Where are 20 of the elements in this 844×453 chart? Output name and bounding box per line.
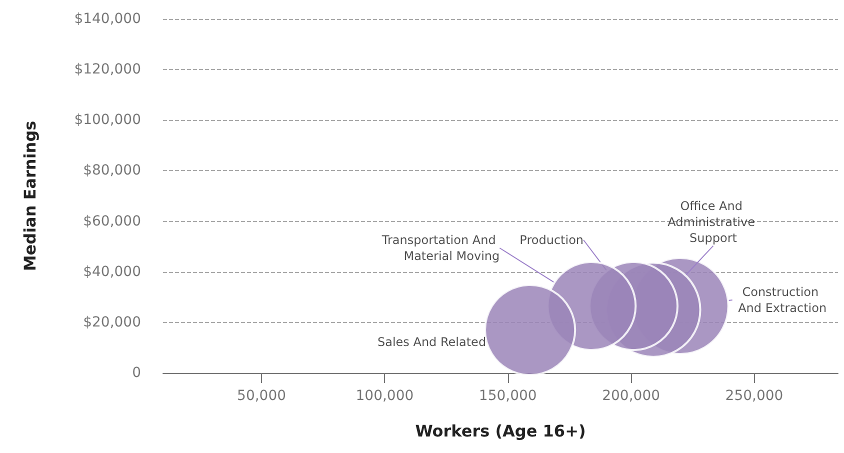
x-tick-label: 150,000 [478,388,537,404]
series-label: Sales And Related [377,335,486,350]
y-tick-label: $60,000 [83,213,141,230]
x-tick-label: 250,000 [725,388,784,404]
x-tick-label: 200,000 [602,388,660,404]
text: Production [520,232,584,247]
x-tick-label: 50,000 [237,388,286,404]
series-label: Construction And Extraction [738,284,827,315]
x-tick-label: 100,000 [356,388,414,404]
y-tick-label: $20,000 [83,314,141,330]
y-tick-label: 0 [132,365,141,381]
y-tick-label: $100,000 [74,112,141,128]
y-tick-label: $120,000 [74,62,141,78]
y-tick-label: $140,000 [74,11,141,27]
y-tick-label: $40,000 [83,264,141,280]
y-axis-title: Median Earnings [20,120,40,272]
series-label: Office And Administrative Support [668,198,759,245]
x-axis-title: Workers (Age 16+) [415,422,586,440]
y-tick-label: $80,000 [83,162,141,179]
text: Transportation And Material Moving [380,232,500,263]
